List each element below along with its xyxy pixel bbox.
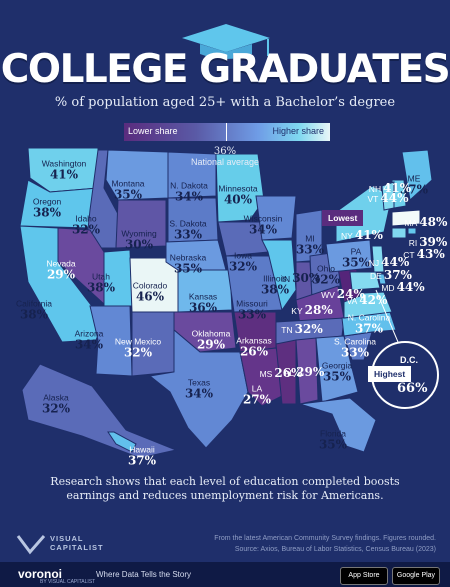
state-shape-new-mexico (131, 311, 175, 377)
state-shape-al (295, 337, 319, 405)
state-shape-illinois (261, 239, 297, 312)
color-legend: Lower share Higher share (124, 123, 330, 141)
brand-line-2: CAPITALIST (50, 543, 104, 552)
state-shape-ny (335, 185, 393, 243)
state-shape-montana (105, 149, 169, 201)
state-shape-georgia (315, 335, 359, 403)
state-shape-nebraska (165, 239, 227, 271)
brand-name: VISUAL CAPITALIST (50, 534, 104, 552)
state-shape-arkansas (233, 311, 277, 353)
state-shape-n-dakota (167, 151, 217, 199)
state-shape-minnesota (215, 153, 265, 223)
dc-name: D.C. (400, 355, 418, 365)
source-note: From the latest American Community Surve… (214, 533, 436, 555)
state-shape-oklahoma (173, 311, 237, 353)
state-shape-wyoming (115, 199, 167, 249)
state-shape-florida (299, 397, 377, 453)
state-shape-hawaii (107, 431, 137, 453)
national-average: 36% National average (175, 146, 275, 167)
tagline: Where Data Tells the Story (96, 570, 192, 579)
visual-capitalist-logo-icon (16, 535, 46, 555)
state-shape-utah (103, 249, 133, 307)
legend-high-label: Higher share (272, 126, 324, 136)
national-average-label: National average (190, 157, 260, 167)
state-shape-ri (407, 227, 417, 235)
legend-average-tick (226, 123, 227, 141)
state-shape-colorado (129, 257, 179, 313)
lowest-badge: Lowest (322, 210, 364, 226)
state-shape-in (295, 261, 313, 301)
highest-badge: Highest (368, 366, 412, 382)
state-shape-ms (275, 339, 297, 405)
state-shape-me (401, 149, 433, 201)
source-line-1: From the latest American Community Surve… (214, 535, 436, 542)
state-shape-alaska (21, 363, 178, 459)
voronoi-logo[interactable]: voronoi (18, 567, 62, 581)
voronoi-logo-sub: BY VISUAL CAPITALIST (40, 579, 96, 585)
state-shape-kansas (177, 269, 233, 313)
legend-gradient-bar (124, 123, 330, 141)
dc-value: 66% (397, 381, 428, 396)
source-line-2: Source: Axios, Bureau of Labor Statistic… (234, 546, 436, 553)
brand-line-1: VISUAL (50, 534, 84, 543)
dc-leader-line (375, 289, 399, 343)
state-shape-vt (381, 181, 395, 211)
state-shape-mi (295, 209, 323, 263)
graduation-cap-icon (182, 24, 270, 59)
national-average-value: 36% (213, 146, 237, 157)
state-shape-s-dakota (167, 197, 219, 243)
state-shape-pa (325, 239, 373, 273)
page-title: COLLEGE GRADUATES (0, 47, 450, 92)
state-shape-ma (391, 209, 421, 227)
state-shape-ct (391, 227, 407, 239)
state-shape-wisconsin (255, 195, 297, 241)
state-shape-nj (371, 245, 385, 273)
google-play-button[interactable]: Google Play (392, 567, 440, 585)
page-subtitle: % of population aged 25+ with a Bachelor… (54, 95, 396, 110)
state-shape-md (349, 271, 381, 291)
footer-note: Research shows that each level of educat… (50, 475, 400, 502)
legend-low-label: Lower share (128, 126, 178, 136)
state-shape-arizona (89, 305, 133, 377)
app-store-button[interactable]: App Store (340, 567, 388, 585)
state-shape-de (377, 273, 387, 285)
